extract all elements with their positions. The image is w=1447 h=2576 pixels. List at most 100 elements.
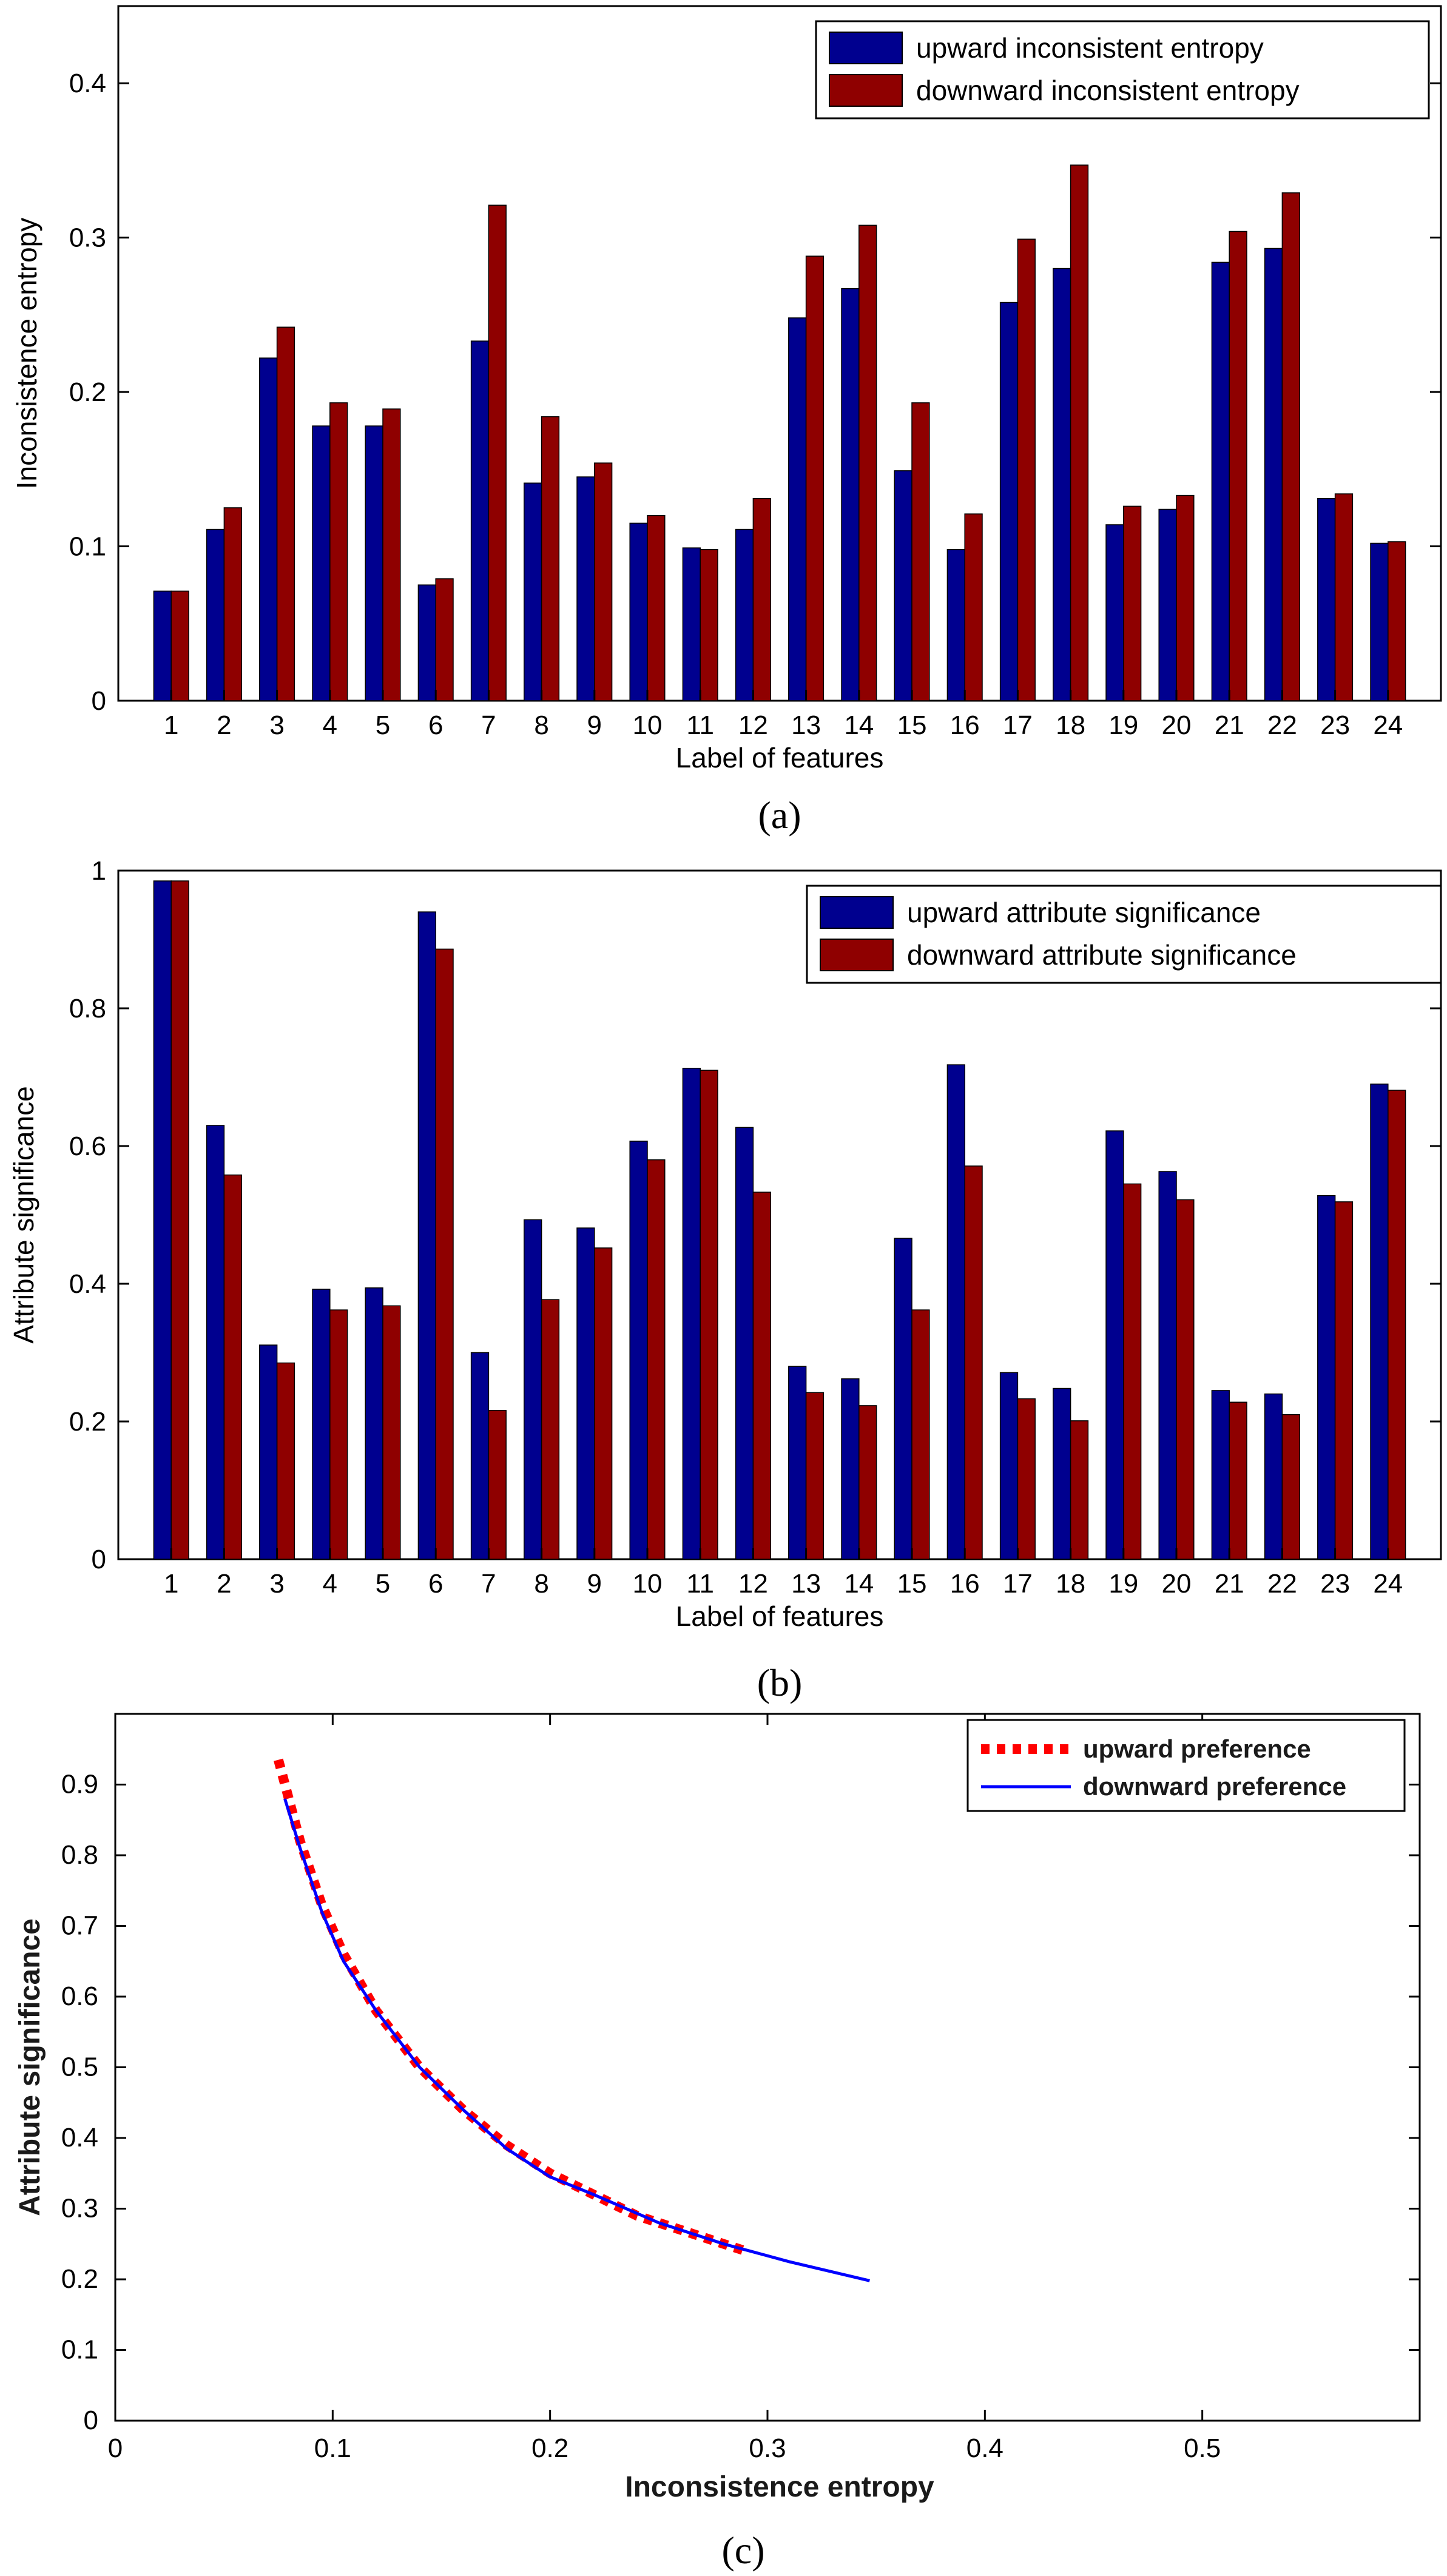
chart-2: 0 0.1 0.2 0.3 0.4 0.5 0.6 0.7 0.8 0.9 0 0.1 0.2 0.3 0.… (14, 1713, 1421, 2503)
bar-upward-23 (1317, 1195, 1336, 1560)
legend-label: downward preference (1083, 1772, 1346, 1801)
bar-downward-8 (541, 416, 560, 701)
bar-upward-2 (206, 528, 225, 701)
y-tick-label: 0 (84, 2406, 98, 2435)
bar-downward-5 (382, 408, 401, 701)
x-tick-label: 13 (791, 710, 821, 740)
x-tick-label: 1 (164, 710, 178, 740)
bar-downward-6 (435, 948, 454, 1560)
legend-swatch (820, 896, 894, 929)
bar-upward-5 (365, 425, 383, 701)
x-tick-label: 12 (738, 710, 768, 740)
bar-upward-21 (1211, 261, 1230, 701)
bar-upward-11 (682, 1067, 701, 1560)
bar-upward-15 (894, 1238, 912, 1560)
bar-downward-2 (223, 1174, 242, 1560)
bar-upward-14 (841, 288, 860, 701)
bar-downward-6 (435, 578, 454, 701)
bar-upward-6 (417, 911, 436, 1560)
x-tick-label: 11 (686, 1569, 714, 1599)
bar-downward-1 (170, 590, 189, 701)
y-tick-label: 0 (92, 1545, 106, 1574)
bar-upward-24 (1370, 542, 1389, 701)
bar-downward-9 (594, 1247, 613, 1560)
bar-upward-22 (1264, 248, 1283, 701)
bar-downward-2 (223, 507, 242, 701)
x-axis-label: Label of features (676, 742, 884, 774)
x-tick-label: 0.3 (749, 2433, 786, 2463)
x-tick-label: 24 (1373, 1569, 1403, 1599)
bar-downward-3 (276, 1362, 295, 1560)
legend-box (815, 20, 1430, 120)
bar-upward-7 (470, 340, 490, 701)
x-tick-label: 19 (1108, 1569, 1138, 1599)
bar-upward-1 (153, 880, 172, 1560)
bar-downward-15 (911, 402, 930, 701)
y-tick-label: 0.8 (69, 994, 106, 1023)
y-tick-label: 0.2 (69, 1407, 106, 1437)
x-tick-label: 20 (1162, 710, 1192, 740)
x-tick-label: 13 (791, 1569, 821, 1599)
bar-upward-3 (259, 1344, 278, 1560)
bar-upward-4 (312, 1289, 331, 1560)
x-tick-label: 21 (1215, 710, 1244, 740)
y-tick-label: 1 (92, 856, 106, 886)
bar-downward-19 (1123, 505, 1142, 701)
bar-upward-8 (524, 482, 542, 701)
x-tick-label: 0.2 (531, 2433, 568, 2463)
bar-downward-23 (1334, 493, 1354, 701)
bar-upward-9 (576, 1227, 595, 1560)
bar-downward-11 (700, 1070, 718, 1560)
x-tick-label: 5 (376, 1569, 390, 1599)
x-tick-label: 20 (1162, 1569, 1192, 1599)
y-axis-label: Attribute significance (14, 1918, 46, 2216)
y-tick-label: 0.2 (61, 2264, 98, 2294)
x-tick-label: 14 (844, 710, 874, 740)
bar-downward-21 (1229, 231, 1247, 701)
y-tick-label: 0.8 (61, 1840, 98, 1870)
bar-downward-12 (752, 1192, 771, 1560)
plot-frame (114, 1713, 1421, 2422)
legend-swatch (820, 939, 894, 971)
x-tick-label: 8 (534, 710, 548, 740)
y-tick-label: 0.3 (69, 223, 106, 253)
bar-downward-8 (541, 1299, 560, 1560)
y-tick-label: 0.3 (61, 2194, 98, 2224)
bar-downward-17 (1017, 238, 1036, 701)
x-tick-label: 18 (1056, 710, 1085, 740)
bar-upward-17 (999, 1372, 1019, 1560)
legend-label: downward inconsistent entropy (916, 75, 1300, 106)
bar-upward-18 (1053, 1387, 1071, 1560)
x-tick-label: 17 (1003, 1569, 1033, 1599)
bar-downward-16 (964, 513, 983, 701)
bar-upward-14 (841, 1378, 860, 1560)
x-tick-label: 14 (844, 1569, 874, 1599)
x-tick-label: 2 (217, 1569, 231, 1599)
bar-upward-6 (417, 584, 436, 701)
bar-upward-22 (1264, 1393, 1283, 1560)
bar-upward-3 (259, 357, 278, 701)
bar-downward-24 (1388, 541, 1406, 701)
x-tick-label: 9 (587, 1569, 602, 1599)
bar-upward-12 (735, 1127, 754, 1560)
bar-upward-20 (1158, 1171, 1177, 1560)
bar-downward-5 (382, 1305, 401, 1560)
bar-downward-7 (488, 1410, 507, 1560)
bar-upward-20 (1158, 508, 1177, 701)
y-tick-label: 0.7 (61, 1911, 98, 1941)
bar-downward-3 (276, 326, 295, 701)
y-tick-label: 0.1 (61, 2335, 98, 2365)
bar-downward-17 (1017, 1398, 1036, 1560)
y-tick-label: 0.6 (69, 1131, 106, 1161)
bar-downward-7 (488, 204, 507, 701)
caption: (b) (757, 1661, 803, 1704)
x-tick-label: 4 (323, 710, 337, 740)
y-tick-label: 0.6 (61, 1981, 98, 2011)
bar-downward-24 (1388, 1090, 1406, 1560)
legend-box (966, 1719, 1406, 1812)
bar-downward-21 (1229, 1401, 1247, 1560)
bar-downward-11 (700, 548, 718, 701)
x-tick-label: 3 (269, 710, 284, 740)
chart-0: 00.10.20.30.41 2 3 4 5 6 7 8 9 10 11 12 13 14 15 16 17 18… (11, 5, 1442, 774)
bar-upward-13 (788, 1366, 807, 1560)
